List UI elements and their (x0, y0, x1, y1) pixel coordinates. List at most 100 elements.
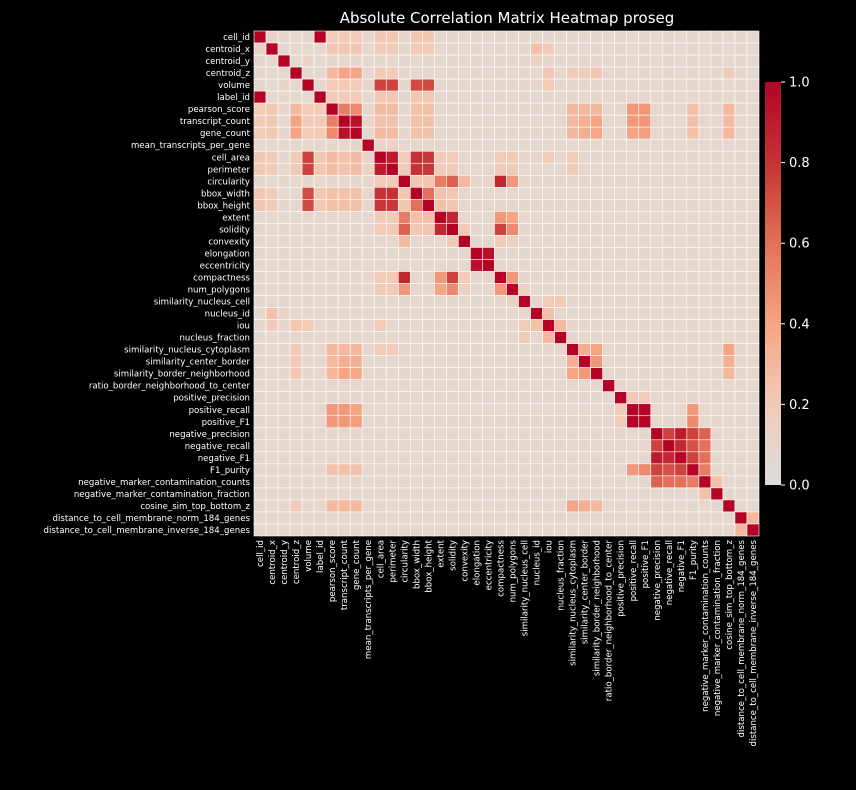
heatmap-cell (494, 235, 507, 248)
heatmap-cell (554, 259, 567, 272)
heatmap-cell (566, 150, 579, 164)
heatmap-cell (698, 403, 712, 417)
heatmap-cell (325, 138, 339, 152)
heatmap-cell (301, 511, 315, 525)
heatmap-cell (434, 150, 447, 164)
heatmap-cell (385, 54, 399, 68)
heatmap-cell (686, 439, 700, 453)
heatmap-cell (734, 355, 748, 368)
heatmap-cell (277, 102, 291, 116)
heatmap-cell (337, 283, 351, 296)
heatmap-cell (578, 42, 591, 56)
heatmap-cell (662, 331, 676, 344)
heatmap-cell (446, 126, 459, 140)
heatmap-cell (698, 367, 712, 380)
heatmap-cell (518, 42, 531, 56)
x-tick-label: convexity (460, 540, 470, 582)
heatmap-cell (542, 331, 555, 344)
heatmap-cell (530, 319, 543, 332)
y-tick-label: negative_marker_contamination_fraction (74, 490, 250, 500)
heatmap-cell (494, 463, 507, 477)
heatmap-cell (602, 343, 616, 356)
heatmap-cell (301, 355, 315, 368)
heatmap-cell (578, 487, 591, 501)
heatmap-cell (253, 331, 267, 344)
heatmap-cell (518, 523, 531, 537)
heatmap-cell (746, 271, 760, 284)
heatmap-cell (337, 162, 351, 176)
heatmap-cell (301, 114, 315, 128)
heatmap-cell (518, 223, 531, 236)
heatmap-cell (734, 511, 748, 525)
colorbar-tick-label: 0.0 (789, 479, 810, 494)
heatmap-cell (325, 90, 339, 104)
heatmap-cell (482, 102, 495, 116)
heatmap-cell (554, 162, 567, 176)
heatmap-cell (662, 487, 676, 501)
heatmap-cell (494, 355, 507, 368)
heatmap-cell (614, 295, 628, 308)
heatmap-cell (494, 307, 507, 320)
heatmap-cell (578, 415, 591, 429)
heatmap-cell (482, 223, 495, 236)
heatmap-cell (722, 499, 736, 513)
heatmap-cell (265, 379, 279, 393)
heatmap-cell (638, 307, 652, 320)
heatmap-cell (301, 174, 315, 188)
heatmap-cell (385, 174, 399, 188)
heatmap-cell (289, 331, 303, 344)
heatmap-cell (325, 319, 339, 332)
heatmap-cell (566, 367, 579, 380)
heatmap-cell (746, 391, 760, 405)
heatmap-cell (422, 403, 435, 417)
heatmap-cell (566, 499, 579, 513)
heatmap-cell (506, 331, 519, 344)
heatmap-cell (361, 150, 375, 164)
heatmap-cell (349, 162, 363, 176)
heatmap-cell (446, 223, 459, 236)
heatmap-cell (301, 271, 315, 284)
heatmap-cell (494, 42, 507, 56)
heatmap-cell (397, 487, 411, 501)
heatmap-cell (434, 187, 447, 200)
x-tick-label: volume (304, 540, 314, 572)
heatmap-cell (698, 42, 712, 56)
heatmap-cell (578, 187, 591, 200)
heatmap-cell (470, 319, 483, 332)
heatmap-cell (698, 78, 712, 92)
heatmap-cell (470, 54, 483, 68)
heatmap-cell (722, 307, 736, 320)
heatmap-cell (301, 283, 315, 296)
heatmap-cell (578, 114, 591, 128)
heatmap-cell (337, 427, 351, 441)
heatmap-cell (590, 199, 603, 212)
heatmap-cell (301, 66, 315, 80)
heatmap-cell (446, 138, 459, 152)
heatmap-cell (385, 199, 399, 212)
heatmap-cell (289, 451, 303, 465)
heatmap-cell (542, 403, 555, 417)
heatmap-cell (458, 511, 471, 525)
heatmap-cell (277, 451, 291, 465)
heatmap-cell (554, 331, 567, 344)
heatmap-cell (494, 90, 507, 104)
heatmap-cell (650, 367, 664, 380)
heatmap-cell (710, 283, 724, 296)
heatmap-cell (710, 499, 724, 513)
heatmap-cell (470, 331, 483, 344)
heatmap-cell (674, 511, 688, 525)
heatmap-cell (410, 126, 423, 140)
heatmap-cell (313, 187, 327, 200)
heatmap-cell (674, 487, 688, 501)
heatmap-cell (530, 138, 543, 152)
heatmap-cell (686, 162, 700, 176)
heatmap-cell (614, 187, 628, 200)
heatmap-cell (530, 487, 543, 501)
heatmap-cell (253, 511, 267, 525)
heatmap-cell (253, 114, 267, 128)
heatmap-cell (373, 343, 387, 356)
heatmap-cell (710, 355, 724, 368)
heatmap-cell (590, 235, 603, 248)
heatmap-cell (325, 150, 339, 164)
